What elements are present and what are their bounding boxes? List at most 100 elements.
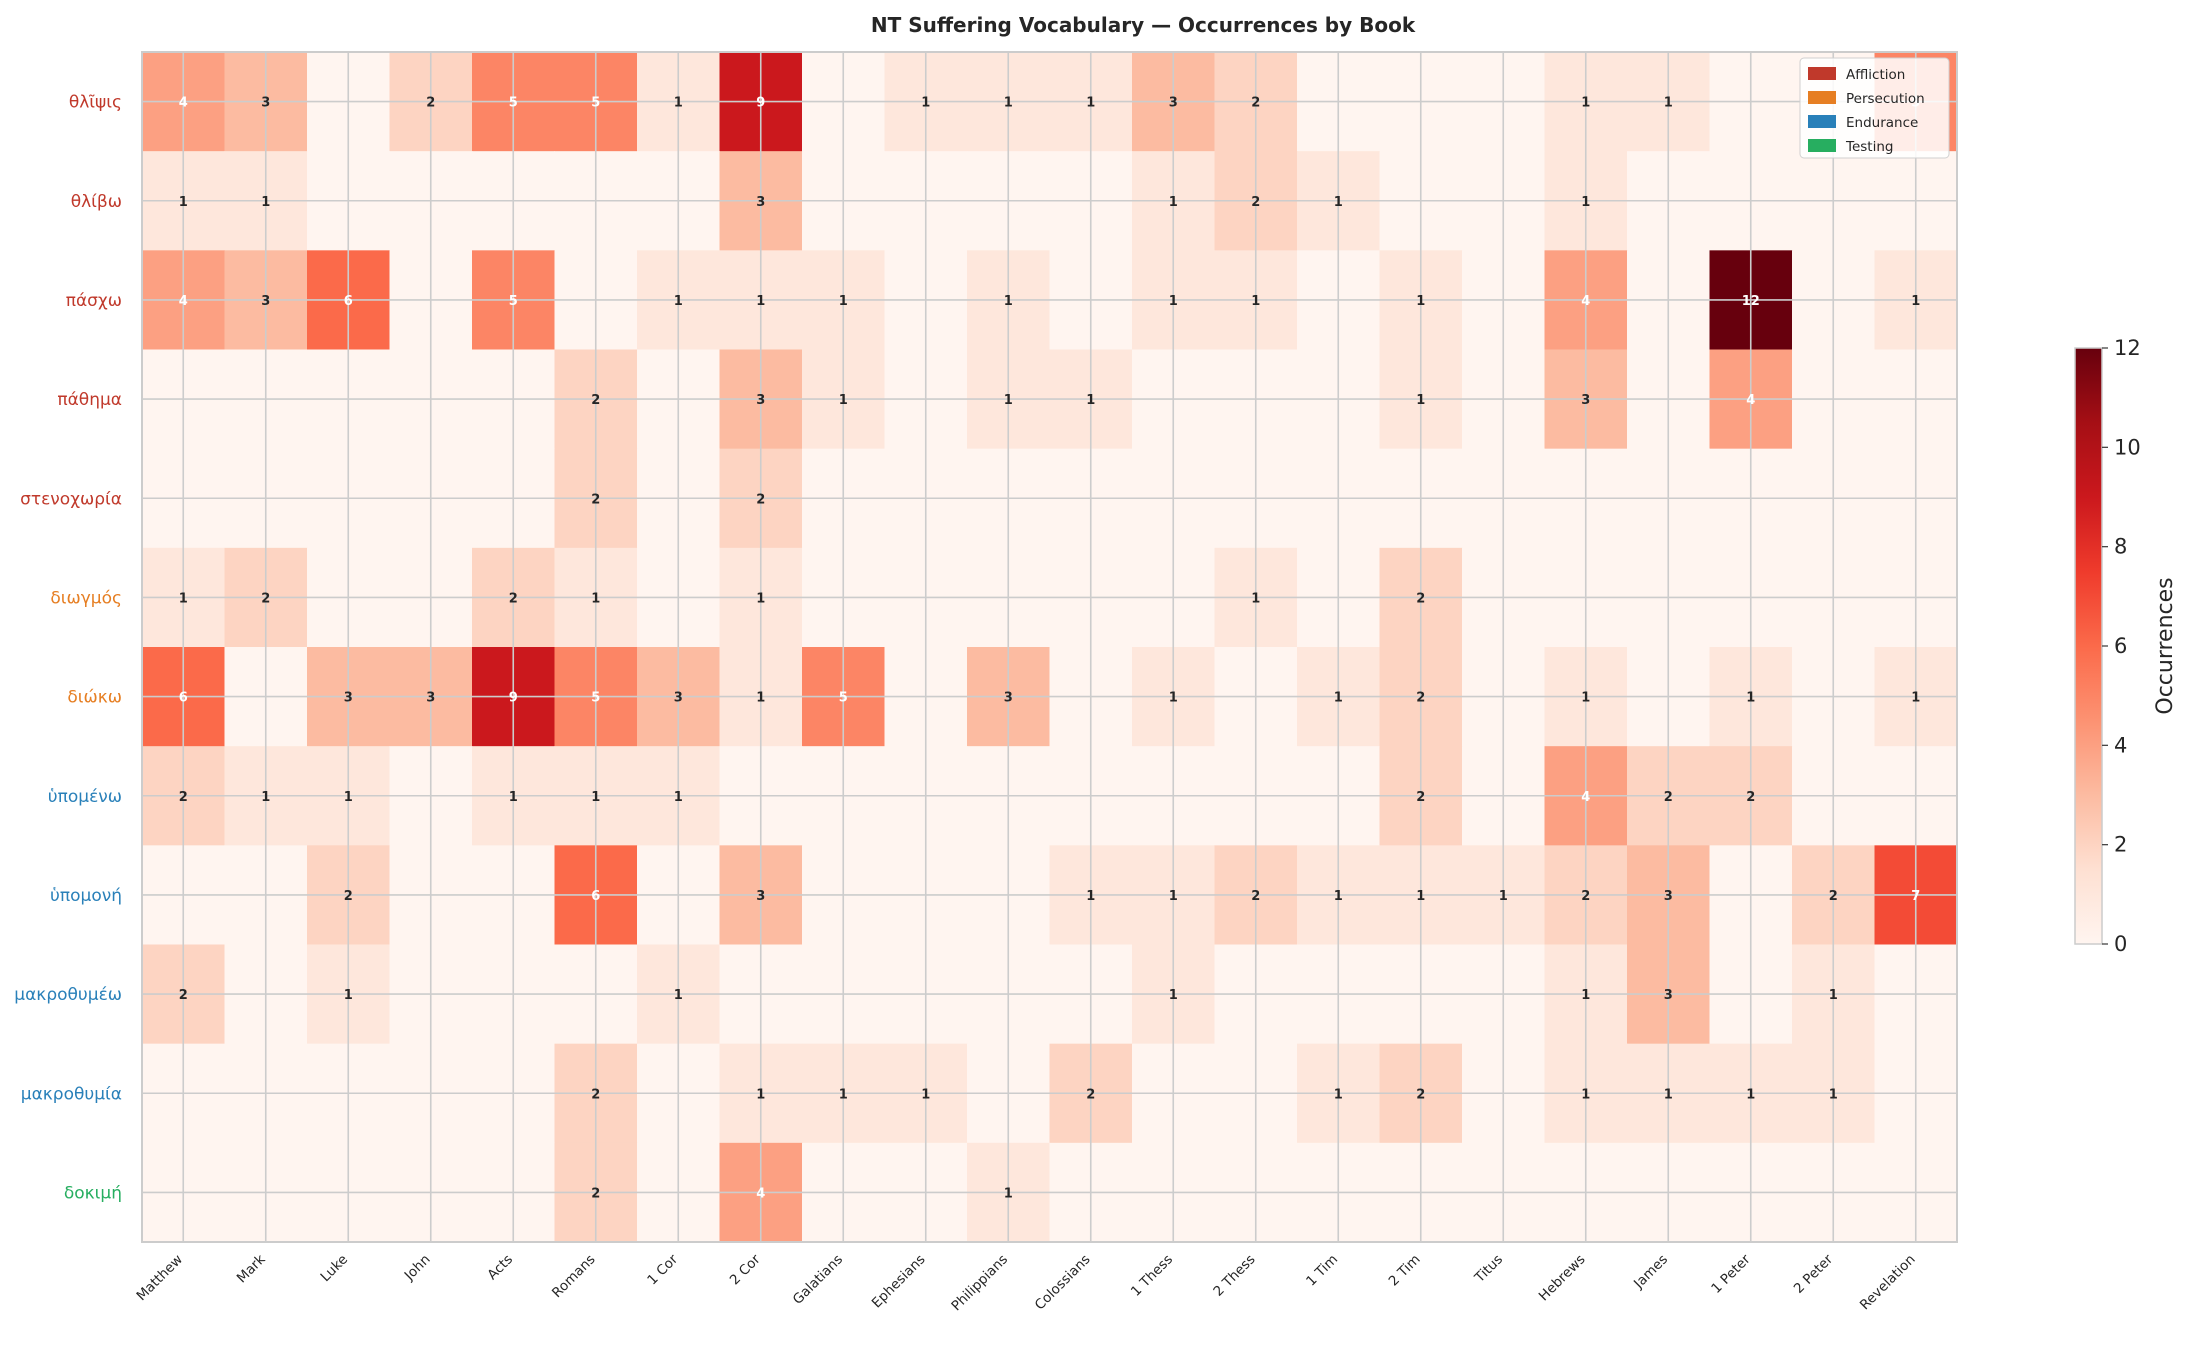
x-tick-label: 1 Cor — [644, 1251, 681, 1288]
cell-value-label: 1 — [1251, 591, 1260, 606]
cell-value-label: 1 — [344, 988, 353, 1003]
cell-value-label: 2 — [1416, 591, 1425, 606]
cell-value-label: 1 — [1499, 889, 1508, 904]
cell-value-label: 4 — [1581, 294, 1590, 309]
cell-value-label: 1 — [756, 691, 765, 706]
cell-value-label: 2 — [1829, 889, 1838, 904]
colorbar-tick-label: 8 — [2114, 535, 2127, 559]
y-tick-label: μακροθυμέω — [14, 985, 122, 1005]
cell-value-label: 2 — [591, 492, 600, 507]
legend-label: Endurance — [1846, 115, 1918, 131]
cell-value-label: 3 — [1169, 96, 1178, 111]
legend-swatch — [1808, 115, 1836, 128]
colorbar-tick-label: 2 — [2114, 833, 2127, 857]
cell-value-label: 1 — [1581, 691, 1590, 706]
cell-value-label: 1 — [1334, 1087, 1343, 1102]
cell-value-label: 6 — [344, 294, 353, 309]
cell-value-label: 1 — [756, 591, 765, 606]
cell-value-label: 1 — [591, 790, 600, 805]
x-tick-labels: Matthew Mark Luke John Acts Romans 1 Cor 2 Cor G… — [133, 1251, 1918, 1314]
cell-value-label: 9 — [509, 691, 518, 706]
legend-label: Testing — [1845, 139, 1893, 155]
cell-value-label: 1 — [1664, 96, 1673, 111]
x-tick-label: Philippians — [948, 1252, 1011, 1315]
y-tick-label: διωγμός — [50, 588, 122, 608]
y-tick-labels: θλῖψις θλίβω πάσχω πάθημα στενοχωρία διωγμός δ… — [14, 93, 122, 1204]
y-tick-label: στενοχωρία — [20, 489, 122, 509]
cell-value-label: 4 — [1746, 393, 1755, 408]
cell-value-label: 1 — [1581, 96, 1590, 111]
cell-value-label: 1 — [1334, 691, 1343, 706]
cell-value-label: 2 — [1664, 790, 1673, 805]
cell-value-label: 1 — [1334, 195, 1343, 210]
cell-value-label: 3 — [344, 691, 353, 706]
cell-value-label: 5 — [509, 96, 518, 111]
heatmap-grid — [142, 52, 1957, 1242]
x-tick-label: Hebrews — [1536, 1252, 1589, 1305]
x-tick-label: Ephesians — [869, 1252, 929, 1312]
x-tick-label: John — [401, 1252, 434, 1285]
cell-value-label: 1 — [756, 1087, 765, 1102]
cell-value-label: 7 — [1911, 889, 1920, 904]
legend: Affliction Persecution Endurance Testing — [1799, 57, 1950, 159]
cell-value-label: 3 — [1004, 691, 1013, 706]
cell-value-label: 6 — [179, 691, 188, 706]
cell-value-label: 1 — [1829, 988, 1838, 1003]
cell-value-label: 1 — [674, 988, 683, 1003]
cell-value-label: 2 — [426, 96, 435, 111]
cell-value-label: 2 — [1581, 889, 1590, 904]
cell-value-label: 1 — [1911, 294, 1920, 309]
colorbar-tick-label: 10 — [2114, 435, 2141, 459]
y-tick-label: θλῖψις — [69, 93, 122, 113]
y-tick-label: ὑπομονή — [50, 886, 122, 906]
cell-value-label: 2 — [509, 591, 518, 606]
cell-value-label: 2 — [591, 1087, 600, 1102]
cell-value-label: 2 — [179, 790, 188, 805]
x-tick-label: Matthew — [133, 1252, 186, 1305]
cell-value-label: 2 — [1416, 691, 1425, 706]
cell-value-label: 1 — [1169, 195, 1178, 210]
cell-value-label: 4 — [179, 96, 188, 111]
y-tick-label: πάσχω — [66, 291, 122, 311]
cell-value-label: 2 — [1251, 96, 1260, 111]
cell-value-label: 1 — [1004, 1186, 1013, 1201]
cell-value-label: 1 — [1911, 691, 1920, 706]
cell-value-label: 1 — [839, 393, 848, 408]
cell-value-label: 1 — [1169, 691, 1178, 706]
cell-value-label: 4 — [179, 294, 188, 309]
x-tick-label: Acts — [484, 1252, 516, 1284]
cell-value-label: 3 — [1664, 889, 1673, 904]
cell-value-label: 4 — [1581, 790, 1590, 805]
x-tick-label: 2 Thess — [1210, 1252, 1258, 1300]
legend-label: Affliction — [1846, 67, 1905, 83]
cell-value-label: 1 — [1746, 1087, 1755, 1102]
x-tick-label: Luke — [318, 1252, 352, 1286]
y-tick-label: θλίβω — [71, 192, 122, 212]
cell-value-label: 2 — [1086, 1087, 1095, 1102]
x-tick-label: 2 Peter — [1791, 1251, 1837, 1297]
cell-value-label: 5 — [509, 294, 518, 309]
cell-value-label: 1 — [674, 294, 683, 309]
cell-value-label: 2 — [1416, 790, 1425, 805]
cell-value-label: 1 — [921, 1087, 930, 1102]
x-tick-label: Revelation — [1857, 1252, 1919, 1314]
plot-frame — [141, 51, 1958, 1243]
x-tick-label: 1 Thess — [1128, 1252, 1176, 1300]
y-tick-label: δοκιμή — [64, 1183, 122, 1203]
cell-value-label: 1 — [1581, 988, 1590, 1003]
cell-value-label: 1 — [674, 790, 683, 805]
y-tick-label: ὑπομένω — [48, 787, 122, 807]
cell-value-label: 1 — [674, 96, 683, 111]
cell-value-label: 3 — [756, 889, 765, 904]
cell-value-label: 1 — [1416, 294, 1425, 309]
colorbar-tick-label: 0 — [2114, 932, 2127, 956]
cell-value-label: 1 — [1004, 393, 1013, 408]
cell-value-label: 1 — [1664, 1087, 1673, 1102]
legend-label: Persecution — [1846, 91, 1925, 107]
x-tick-label: 1 Peter — [1708, 1251, 1754, 1297]
cell-value-label: 1 — [591, 591, 600, 606]
heatmap-cells — [142, 52, 1958, 1243]
cell-value-label: 2 — [261, 591, 270, 606]
legend-swatch — [1808, 67, 1836, 80]
colorbar-tick-label: 4 — [2114, 733, 2127, 757]
